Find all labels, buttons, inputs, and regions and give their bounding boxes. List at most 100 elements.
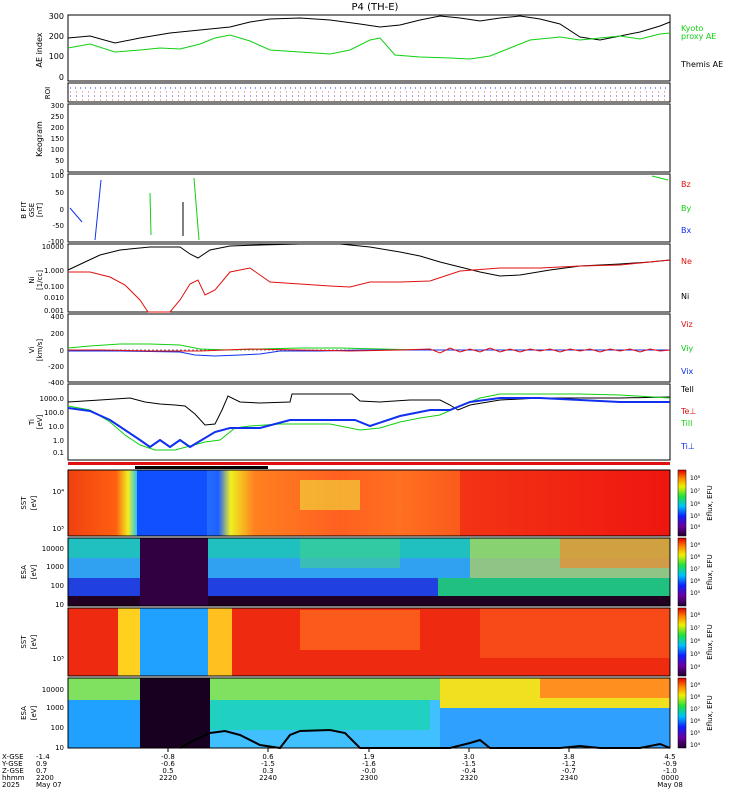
bx-spike [94, 179, 102, 241]
xaxis-tick-label: -1.2 [562, 760, 576, 768]
bfit-ytick: 50 [55, 189, 64, 197]
till-line [67, 393, 671, 451]
colorbar-tick: 10⁸ [690, 612, 701, 619]
by-spike-2 [193, 177, 200, 241]
xaxis-tick-label: -1.5 [462, 760, 476, 768]
ae-ytick: 200 [49, 32, 64, 41]
xaxis-tick-label: 0.6 [262, 753, 274, 761]
colorbar-tick: 10⁹ [690, 682, 701, 689]
bfit-ytick: 0 [60, 206, 64, 214]
ni-line [67, 243, 671, 277]
roi-ylabel: ROI [44, 87, 52, 99]
ae-legend-kyoto: Kyoto [681, 24, 703, 33]
velocity-ytick: 400 [51, 313, 64, 321]
colorbar-tick: 10⁷ [690, 488, 701, 495]
xaxis-tick-label: 2220 [159, 774, 177, 782]
colorbars: 10⁸ 10⁷ 10⁶ 10⁵ 10⁴ Eflux, EFU 10⁹ 10⁸ 1… [677, 469, 714, 749]
keogram-ytick: 0 [60, 168, 64, 176]
velocity-ytick: 0 [60, 347, 64, 355]
temperature-legend-till: Till [680, 419, 692, 428]
colorbar-tick: 10⁶ [690, 578, 701, 585]
viz-line [68, 347, 671, 354]
density-ytick: 10000 [42, 243, 64, 251]
sst-e-ytick: 10⁵ [52, 525, 64, 533]
bfit-panel: B FIT GSE [nT] 100 50 0 -50 -100 Bz By B… [20, 172, 691, 246]
colorbar-tick: 10⁸ [690, 475, 701, 482]
xaxis-tick-label: 2320 [460, 774, 478, 782]
velocity-panel: Vi [km/s] 400 200 0 -200 -400 Viz Viy Vi… [28, 313, 694, 387]
esa-e-ylabel2: [eV] [30, 564, 38, 579]
x-axis-ticks [167, 748, 570, 752]
roi-panel: ROI [44, 82, 671, 103]
xaxis-tick-label: -0.8 [161, 753, 175, 761]
bfit-legend-bz: Bz [681, 180, 691, 189]
colorbar-sst-e: 10⁸ 10⁷ 10⁶ 10⁵ 10⁴ Eflux, EFU [677, 469, 714, 537]
bfit-ytick: 100 [51, 172, 64, 180]
sst-i-ylabel2: [eV] [30, 634, 38, 649]
sst-e-ylabel2: [eV] [30, 495, 38, 510]
xaxis-tick-label: 3.8 [563, 753, 574, 761]
bfit-legend-by: By [681, 204, 691, 213]
sst-ion-spectrogram: SST [eV] 10⁵ [20, 607, 671, 677]
sst-e-ytick: 10⁴ [52, 488, 64, 496]
xaxis-tick-label: -1.0 [663, 767, 677, 775]
xaxis-row-label: hhmm [2, 774, 25, 782]
colorbar-tick: 10⁴ [690, 524, 701, 531]
xaxis-row-label: X-GSE [2, 753, 24, 761]
ae-legend-themis: Themis AE [680, 60, 723, 69]
ne-line [68, 259, 671, 313]
sst-e-ylabel: SST [20, 496, 28, 510]
keogram-ytick: 300 [51, 102, 64, 110]
themis-ae-line [67, 15, 671, 44]
colorbar-tick: 10⁷ [690, 566, 701, 573]
colorbar-tick: 10⁶ [690, 501, 701, 508]
density-legend-ni: Ni [681, 292, 689, 301]
velocity-legend-viz: Viz [681, 320, 693, 329]
colorbar-tick: 10⁶ [690, 718, 701, 725]
density-ylabel2: [1/cc] [36, 270, 44, 290]
temperature-legend-tell: Tell [680, 385, 694, 394]
temperature-ytick: 10.0 [48, 423, 64, 431]
xaxis-tick-label: 0.5 [162, 767, 173, 775]
esa-e-ytick: 10 [55, 601, 64, 609]
density-ylabel: Ni [28, 276, 36, 283]
ae-ytick: 300 [49, 12, 64, 21]
xaxis-tick-label: 0.9 [36, 760, 47, 768]
xaxis-tick-label: 2300 [360, 774, 378, 782]
viy-line [67, 343, 670, 351]
velocity-ylabel: Vi [28, 347, 36, 354]
colorbar-tick: 10⁵ [690, 590, 701, 597]
keogram-ylabel: Keogram [35, 121, 44, 157]
esa-ion-overlay [179, 728, 671, 750]
bfit-ylabel3: [nT] [36, 203, 44, 217]
xaxis-row-label: 2025 [2, 781, 20, 789]
temperature-legend-tiperp: Ti⊥ [680, 442, 695, 451]
keogram-ytick: 50 [55, 157, 64, 165]
colorbar-label: Eflux, EFU [706, 485, 714, 520]
xaxis-tick-label: 2340 [560, 774, 578, 782]
esa-i-ytick: 100 [51, 724, 64, 732]
proxy-ae-line [67, 32, 671, 60]
bfit-legend-bx: Bx [681, 226, 691, 235]
esa-i-ytick: 1000 [46, 704, 64, 712]
bx-line [69, 207, 83, 223]
colorbar-tick: 10⁶ [690, 638, 701, 645]
esa-i-ylabel2: [eV] [30, 705, 38, 720]
density-legend-ne: Ne [681, 257, 692, 266]
xaxis-tick-label: -1.5 [261, 760, 275, 768]
xaxis-tick-label: May 08 [657, 781, 683, 789]
bfit-ytick: -50 [53, 222, 64, 230]
colorbar-esa-i: 10⁹ 10⁸ 10⁷ 10⁶ 10⁵ 10⁴ Eflux, EFU [677, 677, 714, 749]
keogram-ytick: 200 [51, 124, 64, 132]
temperature-ytick: 100.0 [44, 409, 64, 417]
keogram-panel: Keogram 300 250 200 150 100 50 0 [35, 102, 671, 176]
keogram-ytick: 100 [51, 146, 64, 154]
esa-i-ytick: 10 [55, 744, 64, 752]
esa-ion-spectrogram: ESA [eV] 10000 1000 100 10 [20, 677, 671, 752]
tiperp-line [67, 397, 670, 449]
bfit-ylabel2: GSE [28, 203, 36, 217]
colorbar-tick: 10⁵ [690, 730, 701, 737]
sst-electron-spectrogram: SST [eV] 10⁴ 10⁵ [20, 469, 671, 537]
keogram-ytick: 150 [51, 135, 64, 143]
sst-i-ylabel: SST [20, 635, 28, 649]
